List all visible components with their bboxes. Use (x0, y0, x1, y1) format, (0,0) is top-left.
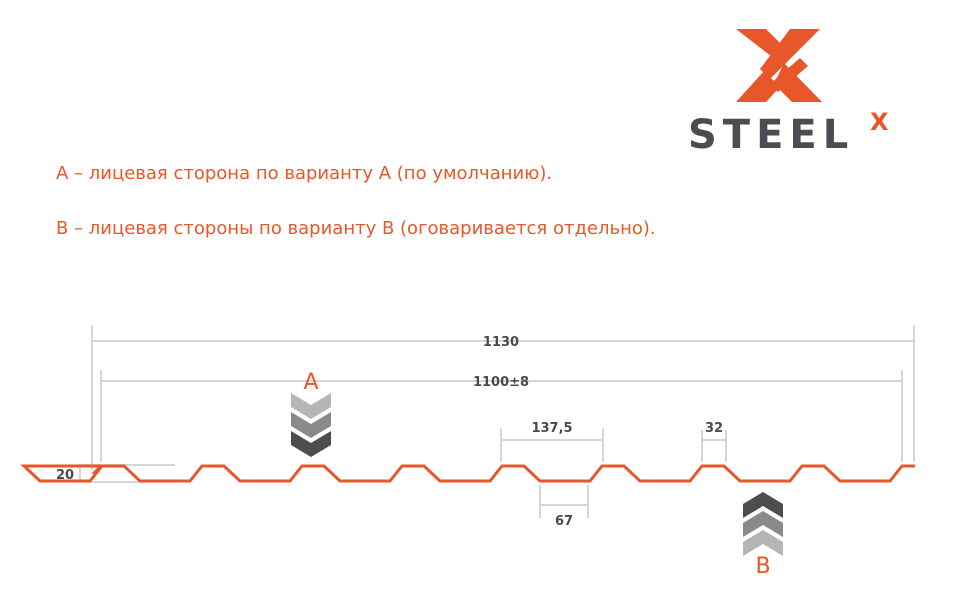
note-side-a: А – лицевая сторона по варианту А (по ум… (56, 163, 553, 184)
dim-total-width: 1130 (483, 335, 519, 350)
side-a-arrows-icon (291, 393, 331, 457)
side-a-label: A (303, 370, 318, 395)
logo-superscript: X (870, 108, 889, 136)
dim-top-width: 32 (705, 421, 723, 436)
dim-pitch: 137,5 (531, 421, 572, 436)
dim-useful-width: 1100±8 (473, 375, 529, 390)
logo-x-mark-icon (736, 29, 822, 102)
side-b-arrows-icon (743, 492, 783, 556)
steelx-logo: STEEL X (688, 29, 889, 158)
note-side-b: В – лицевая стороны по варианту В (огова… (56, 218, 656, 239)
sheet-profile (20, 464, 915, 483)
dimension-lines (78, 325, 915, 518)
dim-height: 20 (56, 468, 74, 483)
side-b-label: B (755, 554, 770, 579)
logo-text: STEEL (688, 112, 854, 158)
dim-bottom-width: 67 (555, 514, 573, 529)
